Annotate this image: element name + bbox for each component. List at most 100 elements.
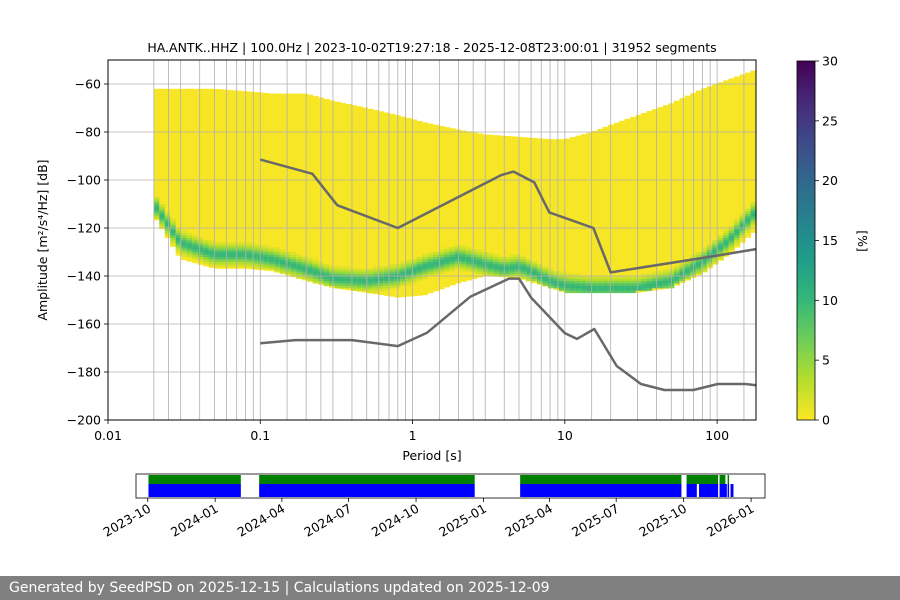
heatmap-cell — [619, 285, 626, 289]
heatmap-cell — [389, 280, 396, 284]
heatmap-cell — [203, 259, 210, 262]
heatmap-cell — [717, 82, 724, 261]
heatmap-cell — [241, 264, 248, 267]
heatmap-cell — [361, 268, 368, 272]
heatmap-cell — [416, 278, 423, 282]
heatmap-cell — [476, 266, 483, 270]
heatmap-cell — [684, 276, 691, 279]
heatmap-cell — [684, 271, 691, 274]
heatmap-cell — [290, 264, 297, 267]
heatmap-cell — [153, 208, 160, 212]
heatmap-cell — [597, 276, 604, 279]
heatmap-cell — [329, 273, 336, 277]
heatmap-cell — [542, 278, 549, 282]
heatmap-cell — [197, 256, 204, 260]
heatmap-cell — [389, 271, 396, 274]
heatmap-cell — [509, 273, 516, 277]
footer-bar: Generated by SeedPSD on 2025-12-15 | Cal… — [0, 576, 900, 600]
heatmap-cell — [301, 256, 308, 260]
heatmap-cell — [443, 252, 451, 255]
heatmap-cell — [290, 273, 297, 277]
heatmap-cell — [734, 218, 741, 222]
heatmap-cell — [580, 134, 587, 293]
heatmap-cell — [170, 237, 177, 241]
heatmap-cell — [378, 111, 385, 296]
heatmap-cell — [498, 264, 505, 267]
heatmap-cell — [246, 244, 253, 248]
heatmap-cell — [515, 256, 522, 260]
heatmap-cell — [608, 288, 615, 291]
heatmap-cell — [230, 247, 237, 250]
heatmap-cell — [712, 259, 719, 262]
x-axis-ticks: 0.01 0.1 1 10 100 — [94, 420, 729, 443]
heatmap-cell — [520, 256, 527, 260]
heatmap-cell — [274, 264, 281, 267]
heatmap-cell — [339, 273, 347, 277]
heatmap-cell — [586, 290, 593, 294]
heatmap-cell — [422, 273, 429, 277]
heatmap-cell — [739, 213, 746, 217]
heatmap-cell — [569, 290, 576, 294]
heatmap-cell — [361, 107, 368, 293]
heatmap-cell — [361, 271, 368, 274]
heatmap-cell — [416, 273, 423, 277]
heatmap-cell — [279, 271, 286, 274]
heatmap-cell — [542, 273, 549, 277]
heatmap-cell — [416, 266, 423, 270]
heatmap-cell — [712, 252, 719, 255]
heatmap-cell — [170, 242, 177, 246]
heatmap-cell — [739, 228, 746, 231]
heatmap-cell — [701, 259, 708, 262]
heatmap-cell — [241, 247, 248, 250]
heatmap-cell — [717, 244, 724, 248]
chart-title: HA.ANTK..HHZ | 100.0Hz | 2023-10-02T19:2… — [147, 40, 716, 55]
heatmap-cell — [312, 278, 319, 282]
heatmap-cell — [657, 107, 664, 290]
heatmap-cell — [662, 280, 670, 284]
heatmap-cell — [515, 261, 522, 265]
x-axis-label: Period [s] — [402, 448, 461, 463]
heatmap-cell — [465, 259, 472, 262]
data-interval — [686, 484, 697, 497]
heatmap-cell — [159, 223, 166, 226]
heatmap-cell — [268, 266, 275, 270]
heatmap-cell — [679, 276, 686, 279]
heatmap-cell — [367, 288, 374, 291]
heatmap-cell — [350, 288, 357, 291]
heatmap-cell — [279, 259, 286, 262]
heatmap-cell — [274, 268, 281, 272]
heatmap-cell — [465, 256, 472, 260]
heatmap-cell — [383, 112, 390, 296]
heatmap-cell — [679, 98, 686, 283]
heatmap-cell — [235, 247, 243, 250]
heatmap-cell — [657, 283, 664, 286]
heatmap-cell — [192, 247, 199, 250]
heatmap-cell — [673, 278, 680, 282]
heatmap-cell — [274, 93, 281, 273]
heatmap-cell — [624, 276, 631, 279]
timeline-frame — [135, 473, 766, 499]
heatmap-cell — [734, 235, 741, 238]
heatmap-cell — [164, 211, 171, 214]
heatmap-cell — [230, 259, 237, 262]
heatmap-cell — [323, 276, 330, 279]
heatmap-cell — [569, 285, 576, 289]
heatmap-cell — [274, 259, 281, 262]
heatmap-cell — [657, 276, 664, 279]
heatmap-cell — [416, 120, 423, 296]
figure: HA.ANTK..HHZ | 100.0Hz | 2023-10-02T19:2… — [35, 40, 870, 540]
heatmap-cell — [290, 268, 297, 272]
heatmap-cell — [673, 266, 680, 270]
heatmap-cell — [334, 268, 341, 272]
heatmap-cell — [268, 264, 275, 267]
heatmap-cell — [487, 259, 494, 262]
heatmap-cell — [575, 135, 582, 293]
heatmap-cell — [460, 244, 467, 248]
heatmap-cell — [257, 252, 264, 255]
heatmap-cell — [268, 252, 275, 255]
heatmap-cell — [602, 285, 609, 289]
heatmap-cell — [252, 92, 259, 270]
heatmap-cell — [422, 276, 429, 279]
heatmap-cell — [575, 273, 582, 277]
heatmap-cell — [673, 276, 680, 279]
